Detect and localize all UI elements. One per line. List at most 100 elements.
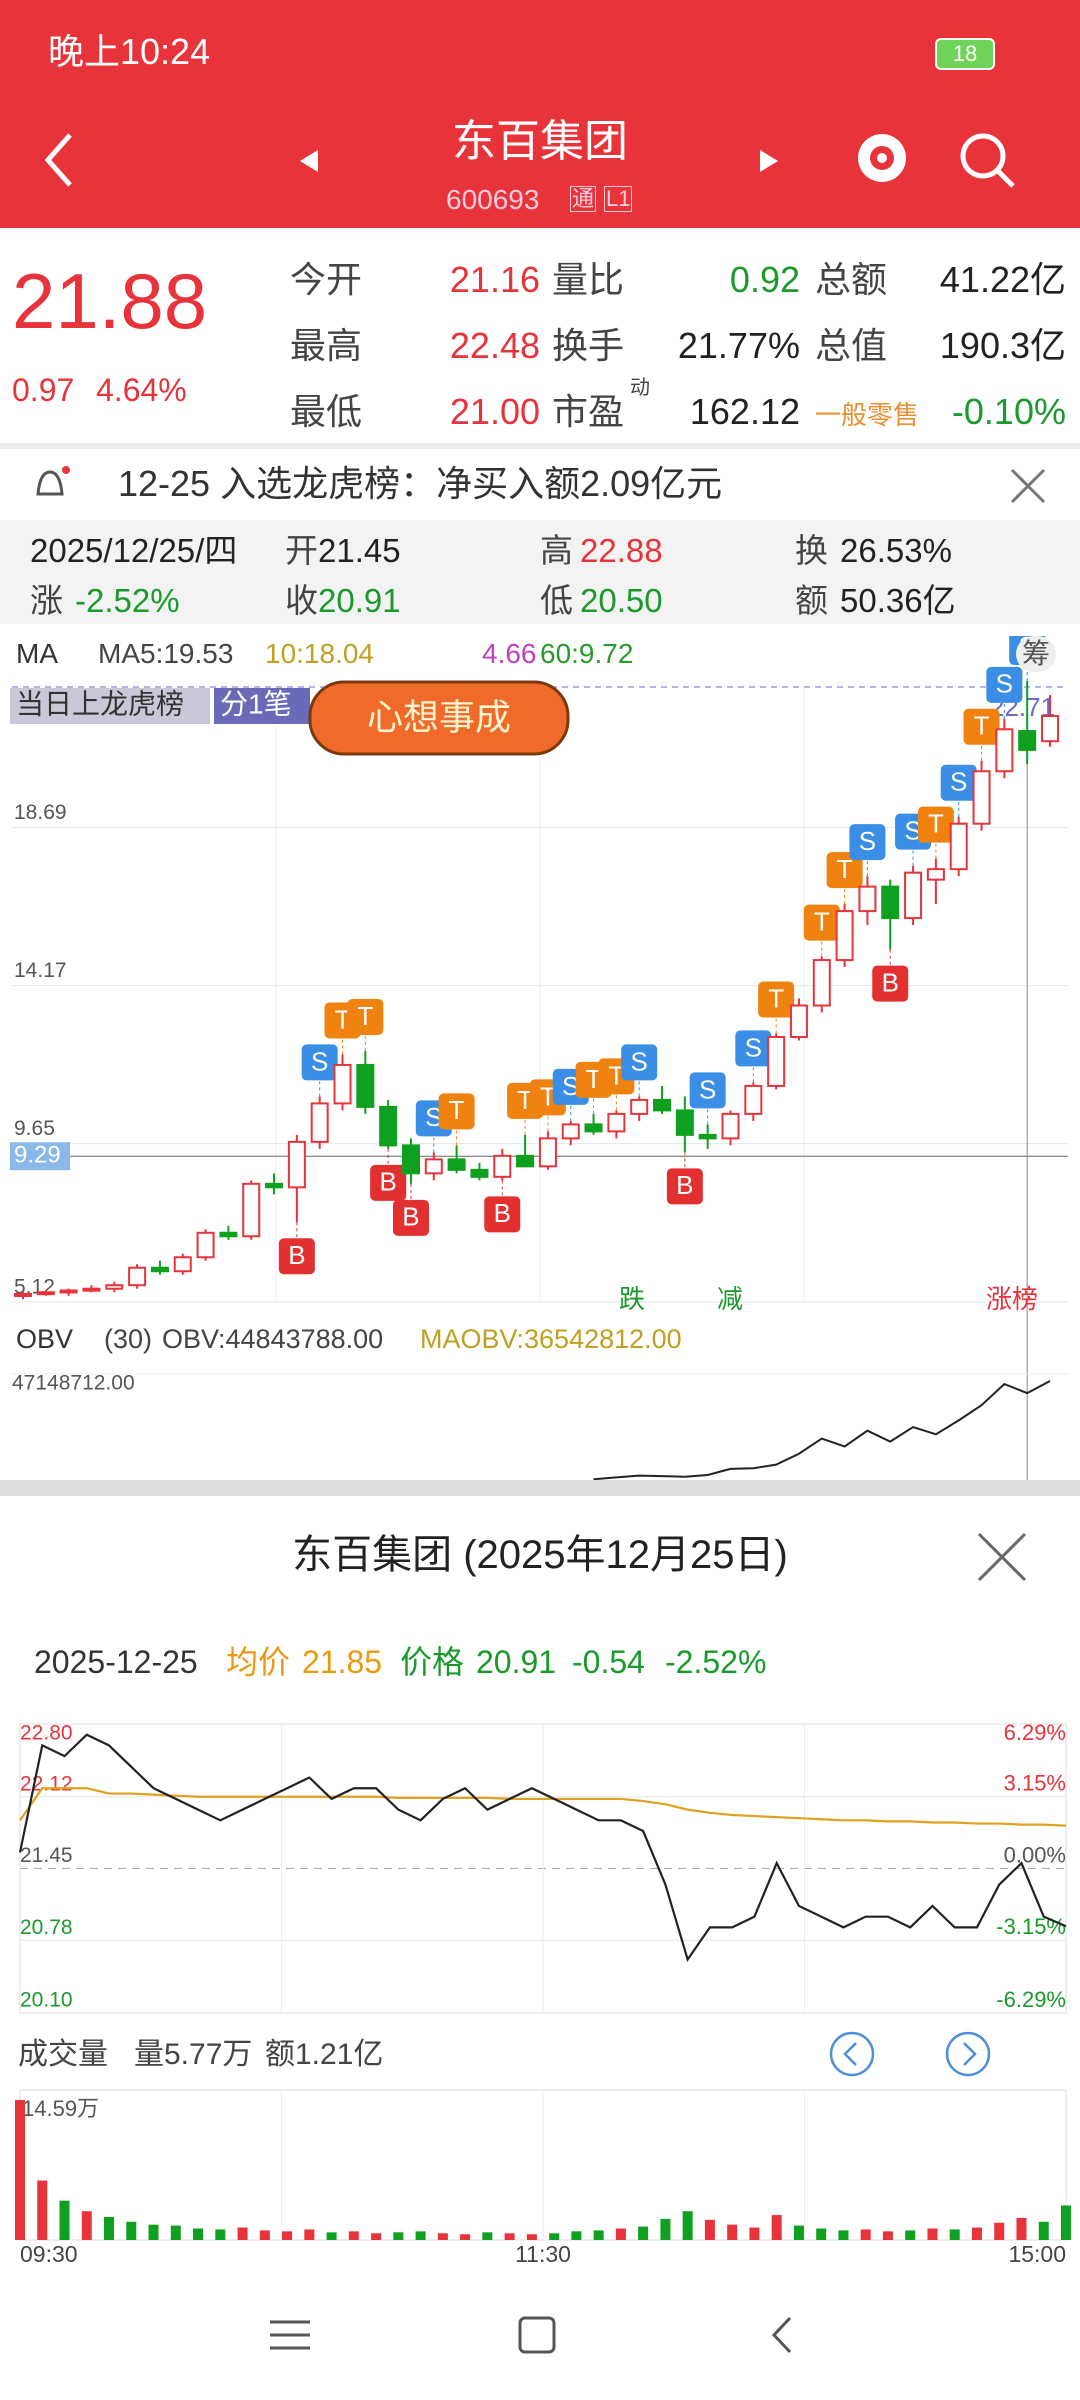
obv-line bbox=[593, 1380, 1051, 1481]
close-notice[interactable] bbox=[1008, 466, 1048, 506]
intraday-info: -2.52% bbox=[665, 1644, 767, 1680]
close-popup[interactable] bbox=[975, 1530, 1029, 1584]
tag-label: T bbox=[517, 1085, 533, 1115]
obv-label: OBV bbox=[16, 1324, 73, 1354]
pct-label: -3.15% bbox=[996, 1914, 1066, 1939]
volume-info: 量5.77万 bbox=[134, 2038, 253, 2071]
volume-bar bbox=[282, 2231, 293, 2240]
tag-box bbox=[758, 981, 795, 1018]
candle-body bbox=[812, 959, 831, 1007]
volume-bar bbox=[526, 2234, 537, 2240]
candle-body bbox=[995, 728, 1014, 773]
bottom-tag: 涨榜 bbox=[986, 1284, 1038, 1314]
stat-label: 最高 bbox=[290, 325, 363, 366]
volume-bar bbox=[549, 2233, 560, 2240]
obv-label: (30) bbox=[104, 1324, 152, 1354]
tag-bg bbox=[214, 688, 310, 724]
stat-value: 21.16 bbox=[449, 259, 540, 300]
bell-icon bbox=[36, 466, 70, 496]
y-tick-label: 22.12 bbox=[20, 1772, 73, 1795]
day-field: 26.53% bbox=[840, 532, 952, 569]
candle-body bbox=[949, 822, 968, 871]
volume-bar bbox=[727, 2224, 738, 2240]
candle-body bbox=[561, 1123, 580, 1140]
volume-bar bbox=[1016, 2217, 1027, 2240]
candle-body bbox=[265, 1182, 284, 1189]
y-tick-label: 14.17 bbox=[14, 959, 67, 982]
y-tick-label: 18.69 bbox=[14, 801, 67, 824]
ma-label: 60:9.72 bbox=[540, 638, 634, 669]
tag-box bbox=[872, 965, 909, 1002]
day-field: -2.52% bbox=[75, 582, 180, 619]
candle-body bbox=[424, 1158, 443, 1175]
volume-bar bbox=[971, 2227, 982, 2240]
volume-bar bbox=[371, 2233, 382, 2240]
candle-body bbox=[926, 868, 945, 881]
notice[interactable]: 12-25 入选龙虎榜：净买入额2.09亿元 bbox=[118, 463, 723, 504]
tag-label: T bbox=[768, 983, 784, 1013]
search-icon[interactable] bbox=[955, 128, 1019, 192]
menu-button[interactable] bbox=[270, 2320, 310, 2350]
day-field: 开 bbox=[285, 532, 318, 569]
candle-body bbox=[356, 1063, 375, 1108]
stat-sup: 动 bbox=[630, 377, 650, 399]
stock-name: 东百集团 bbox=[452, 117, 628, 166]
stat-label: 量比 bbox=[552, 259, 625, 300]
volume-bar bbox=[170, 2225, 181, 2240]
candle-body bbox=[105, 1284, 124, 1290]
prev-stock[interactable] bbox=[298, 148, 320, 174]
home-button[interactable] bbox=[518, 2316, 556, 2354]
candle-body bbox=[675, 1109, 694, 1136]
nav-bar bbox=[270, 2316, 792, 2354]
tag-box bbox=[278, 1238, 315, 1275]
ma-label: MA5:19.53 bbox=[98, 638, 234, 669]
candle-body bbox=[14, 1292, 32, 1297]
candle-body bbox=[744, 1084, 763, 1115]
candle-body bbox=[196, 1231, 215, 1259]
y-tick-label: 21.45 bbox=[20, 1844, 73, 1867]
candle-body bbox=[835, 910, 854, 962]
volume-bar bbox=[682, 2211, 693, 2240]
volume-bar bbox=[437, 2233, 448, 2240]
volume-bar bbox=[771, 2215, 782, 2240]
change: 0.97 bbox=[12, 372, 75, 408]
tag-label: B bbox=[402, 1202, 419, 1232]
obv-label: OBV:44843788.00 bbox=[162, 1324, 383, 1354]
candle-body bbox=[128, 1266, 147, 1287]
tag-box bbox=[689, 1072, 726, 1109]
next-day[interactable] bbox=[944, 2030, 992, 2078]
y-tick-label: 20.10 bbox=[20, 1989, 73, 2012]
next-stock[interactable] bbox=[758, 148, 780, 174]
prev-day[interactable] bbox=[828, 2030, 876, 2078]
day-field: 低 bbox=[540, 582, 573, 619]
mascot-icon[interactable] bbox=[850, 126, 914, 196]
tag-label: T bbox=[335, 1004, 351, 1034]
tag-label: S bbox=[311, 1046, 328, 1076]
candle-body bbox=[219, 1231, 238, 1238]
volume-bar bbox=[104, 2216, 115, 2240]
vol-top: 14.59万 bbox=[22, 2096, 99, 2121]
tag-label: T bbox=[586, 1064, 602, 1094]
back-nav[interactable] bbox=[771, 2316, 792, 2354]
tag-box bbox=[826, 852, 863, 889]
candle-body bbox=[493, 1154, 512, 1178]
volume-bar bbox=[615, 2228, 626, 2240]
candle-body bbox=[881, 885, 900, 920]
candle-body bbox=[607, 1112, 626, 1133]
tag-label: S bbox=[859, 826, 876, 856]
volume-bar bbox=[793, 2225, 804, 2240]
tag-label: S bbox=[904, 816, 921, 846]
day-field: 20.50 bbox=[580, 582, 663, 619]
volume-bar bbox=[882, 2231, 893, 2240]
volume-bar bbox=[638, 2226, 649, 2240]
candle-body bbox=[538, 1137, 557, 1168]
volume-bar bbox=[905, 2230, 916, 2240]
back-button[interactable] bbox=[40, 130, 80, 190]
tag-label: S bbox=[631, 1046, 648, 1076]
candle-body bbox=[401, 1144, 420, 1175]
tag-box bbox=[484, 1196, 521, 1233]
tag-label: S bbox=[699, 1074, 716, 1104]
stock-code: 600693 bbox=[446, 184, 540, 215]
chip-button[interactable]: 筹 bbox=[1016, 636, 1057, 672]
obv-label: MAOBV:36542812.00 bbox=[420, 1324, 682, 1354]
